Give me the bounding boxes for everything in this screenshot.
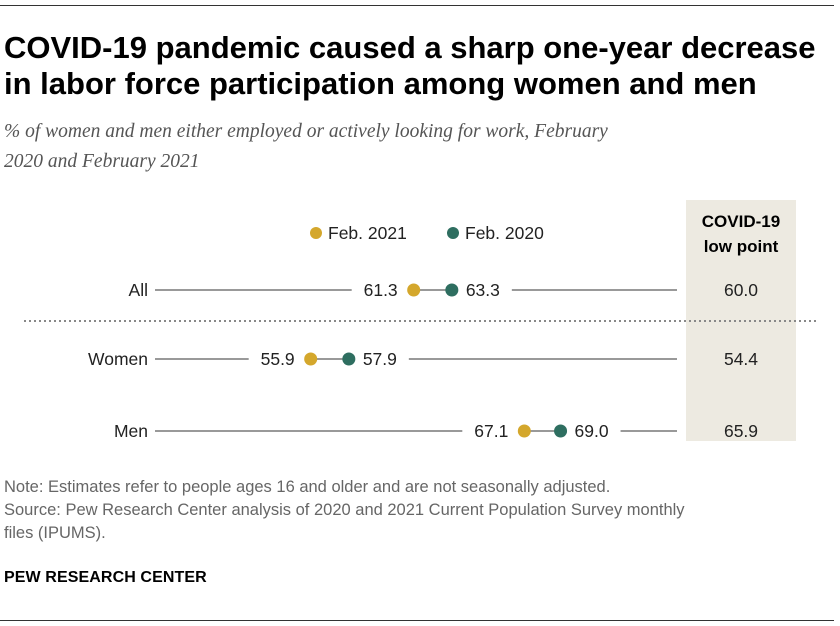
low-point-header-line-2: low point [704, 237, 779, 256]
dot-feb2021-all [407, 283, 421, 297]
chart-subtitle-line-2: 2020 and February 2021 [4, 151, 200, 172]
dot-feb2021-women [304, 352, 318, 366]
legend-label-2: Feb. 2020 [465, 223, 544, 243]
value-label-feb2020-women: 57.9 [363, 349, 397, 369]
chart-subtitle-line-1: % of women and men either employed or ac… [4, 121, 608, 142]
legend-swatch-2 [447, 227, 459, 239]
note-text: Note: Estimates refer to people ages 16 … [4, 478, 611, 496]
chart-title-line-1: COVID-19 pandemic caused a sharp one-yea… [4, 30, 816, 65]
source-text-line-1: Source: Pew Research Center analysis of … [4, 501, 685, 519]
legend-swatch-1 [310, 227, 322, 239]
low-point-value-all: 60.0 [724, 280, 758, 300]
top-rule [0, 5, 834, 6]
bottom-rule [0, 620, 834, 621]
chart-subtitle: % of women and men either employed or ac… [4, 117, 834, 177]
legend-label-1: Feb. 2021 [328, 223, 407, 243]
chart-title: COVID-19 pandemic caused a sharp one-yea… [4, 30, 834, 102]
low-point-value-women: 54.4 [724, 349, 758, 369]
brand-logo-text: PEW RESEARCH CENTER [4, 569, 207, 586]
dot-plot-chart: COVID-19 low point Feb. 2021 Feb. 2020 All 61… [24, 200, 818, 441]
value-label-feb2020-all: 63.3 [466, 280, 500, 300]
dot-feb2020-all [445, 283, 459, 297]
dot-feb2020-women [342, 352, 356, 366]
low-point-value-men: 65.9 [724, 421, 758, 441]
dot-feb2021-men [517, 424, 531, 438]
chart-title-line-2: in labor force participation among women… [4, 66, 757, 101]
category-label-men: Men [114, 421, 148, 441]
value-label-feb2021-women: 55.9 [261, 349, 295, 369]
low-point-header-line-1: COVID-19 [702, 212, 780, 231]
category-label-all: All [129, 280, 148, 300]
value-label-feb2020-men: 69.0 [575, 421, 609, 441]
chart-notes: Note: Estimates refer to people ages 16 … [4, 476, 836, 545]
value-label-feb2021-all: 61.3 [364, 280, 398, 300]
value-label-feb2021-men: 67.1 [474, 421, 508, 441]
category-label-women: Women [88, 349, 148, 369]
source-text-line-2: files (IPUMS). [4, 524, 106, 542]
dot-feb2020-men [554, 424, 568, 438]
